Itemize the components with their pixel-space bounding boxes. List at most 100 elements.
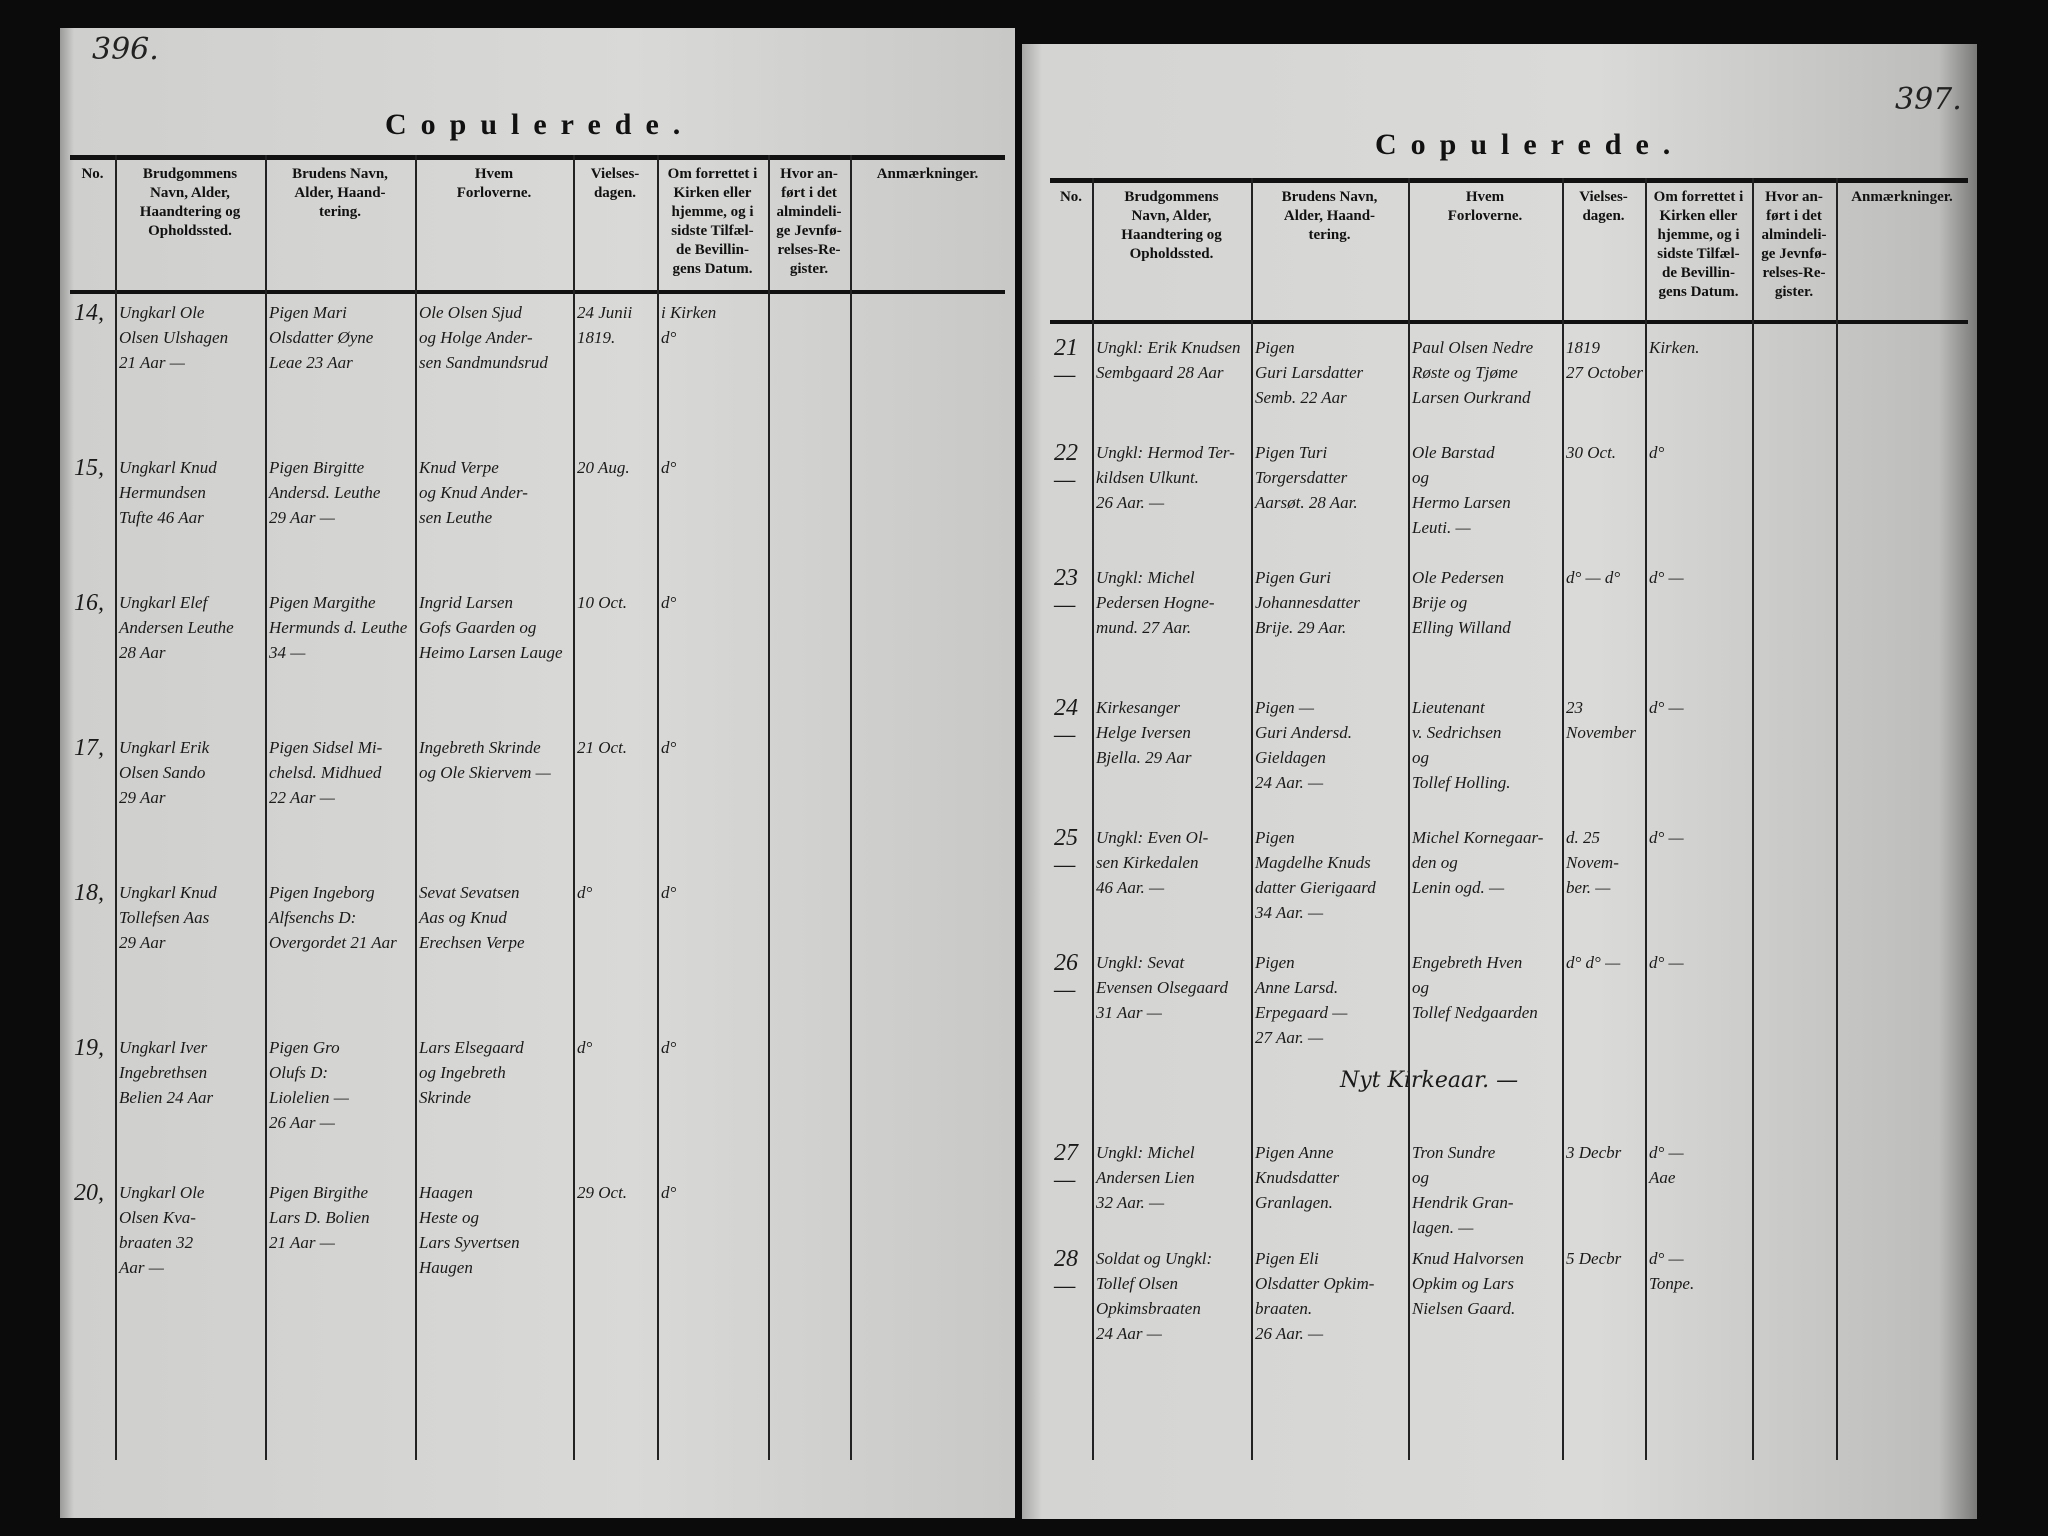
left_page-column-divider bbox=[115, 155, 117, 1460]
entry-groom: Ungkarl Knud Tollefsen Aas 29 Aar bbox=[119, 883, 217, 952]
left_page-column-divider bbox=[415, 155, 417, 1460]
right_page-column-divider bbox=[1408, 178, 1410, 1460]
entry-groom: Kirkesanger Helge Iversen Bjella. 29 Aar bbox=[1096, 698, 1192, 767]
left_page-column-header: Vielses- dagen. bbox=[590, 166, 640, 201]
entry-witnesses: Lieutenant v. Sedrichsen og Tollef Holli… bbox=[1412, 698, 1511, 792]
entry-no: 18, bbox=[74, 880, 104, 906]
entry-no: 15, bbox=[74, 455, 104, 481]
entry-place: d° — bbox=[1649, 953, 1684, 972]
entry-witnesses: Ingrid Larsen Gofs Gaarden og Heimo Lars… bbox=[419, 593, 563, 662]
entry-bride: Pigen Anne Larsd. Erpegaard — 27 Aar. — bbox=[1255, 953, 1348, 1047]
entry-date: 1819 27 October bbox=[1566, 338, 1643, 382]
entry-groom: Ungkarl Erik Olsen Sando 29 Aar bbox=[119, 738, 210, 807]
right_page-column-divider bbox=[1836, 178, 1838, 1460]
entry-place: d° bbox=[661, 458, 677, 477]
left-page-title: Copulerede. bbox=[385, 108, 695, 141]
entry-bride: Pigen Guri Johannesdatter Brije. 29 Aar. bbox=[1255, 568, 1360, 637]
entry-date: 21 Oct. bbox=[577, 738, 628, 757]
entry-bride: Pigen Anne Knudsdatter Granlagen. bbox=[1255, 1143, 1340, 1212]
entry-place: d° bbox=[661, 738, 677, 757]
entry-no: 27 — bbox=[1054, 1140, 1078, 1193]
entry-place: d° bbox=[1649, 443, 1665, 462]
entry-bride: Pigen Eli Olsdatter Opkim- braaten. 26 A… bbox=[1255, 1249, 1375, 1343]
entry-bride: Pigen Sidsel Mi- chelsd. Midhued 22 Aar … bbox=[269, 738, 383, 807]
entry-witnesses: Michel Kornegaar- den og Lenin ogd. — bbox=[1412, 828, 1544, 897]
entry-date: d. 25 Novem- ber. — bbox=[1566, 828, 1619, 897]
right_page-column-divider bbox=[1562, 178, 1564, 1460]
left-page bbox=[60, 28, 1015, 1518]
entry-no: 24 — bbox=[1054, 695, 1078, 748]
left_page-header-rule bbox=[70, 290, 1005, 294]
entry-no: 28 — bbox=[1054, 1246, 1078, 1299]
entry-place: d° — Tonpe. bbox=[1649, 1249, 1695, 1293]
left_page-column-divider bbox=[657, 155, 659, 1460]
entry-date: 10 Oct. bbox=[577, 593, 628, 612]
entry-witnesses: Engebreth Hven og Tollef Nedgaarden bbox=[1412, 953, 1538, 1022]
right_page-top-rule bbox=[1050, 178, 1968, 183]
right_page-column-divider bbox=[1251, 178, 1253, 1460]
entry-groom: Ungkarl Iver Ingebrethsen Belien 24 Aar bbox=[119, 1038, 214, 1107]
entry-no: 17, bbox=[74, 735, 104, 761]
entry-date: d° bbox=[577, 883, 593, 902]
entry-bride: Pigen Gro Olufs D: Liolelien — 26 Aar — bbox=[269, 1038, 349, 1132]
entry-place: d° — bbox=[1649, 568, 1684, 587]
entry-bride: Pigen Mari Olsdatter Øyne Leae 23 Aar bbox=[269, 303, 374, 372]
entry-bride: Pigen Magdelhe Knuds datter Gierigaard 3… bbox=[1255, 828, 1376, 922]
entry-no: 16, bbox=[74, 590, 104, 616]
entry-date: 5 Decbr bbox=[1566, 1249, 1622, 1268]
entry-place: d° bbox=[661, 1183, 677, 1202]
entry-groom: Ungkl: Sevat Evensen Olsegaard 31 Aar — bbox=[1096, 953, 1229, 1022]
entry-no: 19, bbox=[74, 1035, 104, 1061]
right_page-column-header: Brudgommens Navn, Alder, Haandtering og … bbox=[1121, 189, 1222, 262]
entry-bride: Pigen Turi Torgersdatter Aarsøt. 28 Aar. bbox=[1255, 443, 1358, 512]
left_page-column-header: Om forrettet i Kirken eller hjemme, og i… bbox=[667, 166, 758, 277]
entry-bride: Pigen Birgithe Lars D. Bolien 21 Aar — bbox=[269, 1183, 370, 1252]
entry-groom: Ungkarl Elef Andersen Leuthe 28 Aar bbox=[119, 593, 234, 662]
entry-place: d° bbox=[661, 1038, 677, 1057]
entry-witnesses: Ole Olsen Sjud og Holge Ander- sen Sandm… bbox=[419, 303, 548, 372]
entry-bride: Pigen — Guri Andersd. Gieldagen 24 Aar. … bbox=[1255, 698, 1352, 792]
right_page-header-rule bbox=[1050, 320, 1968, 324]
entry-date: 20 Aug. bbox=[577, 458, 630, 477]
entry-witnesses: Haagen Heste og Lars Syvertsen Haugen bbox=[419, 1183, 520, 1277]
entry-witnesses: Tron Sundre og Hendrik Gran- lagen. — bbox=[1412, 1143, 1514, 1237]
entry-witnesses: Knud Halvorsen Opkim og Lars Nielsen Gaa… bbox=[1412, 1249, 1524, 1318]
right_page-column-header: Hvor an- ført i det almindeli- ge Jevnfø… bbox=[1761, 189, 1827, 300]
right-page-title: Copulerede. bbox=[1375, 128, 1685, 161]
left_page-column-divider bbox=[265, 155, 267, 1460]
entry-date: 24 Junii 1819. bbox=[577, 303, 633, 347]
entry-witnesses: Ole Pedersen Brije og Elling Willand bbox=[1412, 568, 1511, 637]
entry-date: 29 Oct. bbox=[577, 1183, 628, 1202]
entry-witnesses: Knud Verpe og Knud Ander- sen Leuthe bbox=[419, 458, 528, 527]
entry-no: 21 — bbox=[1054, 335, 1078, 388]
right-page-number: 397. bbox=[1895, 82, 1962, 117]
right_page-column-header: Vielses- dagen. bbox=[1579, 189, 1628, 224]
right_page-column-header: Om forrettet i Kirken eller hjemme, og i… bbox=[1653, 189, 1744, 300]
entry-groom: Ungkarl Ole Olsen Kva- braaten 32 Aar — bbox=[119, 1183, 205, 1277]
entry-place: d° bbox=[661, 883, 677, 902]
entry-bride: Pigen Birgitte Andersd. Leuthe 29 Aar — bbox=[269, 458, 381, 527]
entry-place: i Kirken d° bbox=[661, 303, 717, 347]
entry-no: 26 — bbox=[1054, 950, 1078, 1003]
entry-witnesses: Lars Elsegaard og Ingebreth Skrinde bbox=[419, 1038, 524, 1107]
right_page-column-divider bbox=[1752, 178, 1754, 1460]
entry-groom: Ungkarl Knud Hermundsen Tufte 46 Aar bbox=[119, 458, 217, 527]
entry-date: 23 November bbox=[1566, 698, 1636, 742]
entry-place: d° — bbox=[1649, 698, 1684, 717]
left_page-column-header: No. bbox=[81, 166, 104, 182]
entry-no: 23 — bbox=[1054, 565, 1078, 618]
right_page-column-header: No. bbox=[1059, 189, 1083, 205]
entry-groom: Ungkarl Ole Olsen Ulshagen 21 Aar — bbox=[119, 303, 229, 372]
entry-bride: Pigen Ingeborg Alfsenchs D: Overgordet 2… bbox=[269, 883, 397, 952]
entry-place: d° — Aae bbox=[1649, 1143, 1684, 1187]
left_page-column-header: Brudens Navn, Alder, Haand- tering. bbox=[292, 166, 388, 220]
right_page-column-header: Anmærkninger. bbox=[1851, 189, 1953, 205]
left_page-column-header: Brudgommens Navn, Alder, Haandtering og … bbox=[139, 166, 241, 239]
entry-witnesses: Paul Olsen Nedre Røste og Tjøme Larsen O… bbox=[1412, 338, 1534, 407]
right_page-column-header: Brudens Navn, Alder, Haand- tering. bbox=[1281, 189, 1378, 243]
entry-place: d° bbox=[661, 593, 677, 612]
entry-place: d° — bbox=[1649, 828, 1684, 847]
entry-bride: Pigen Margithe Hermunds d. Leuthe 34 — bbox=[269, 593, 408, 662]
entry-witnesses: Ole Barstad og Hermo Larsen Leuti. — bbox=[1412, 443, 1511, 537]
entry-groom: Soldat og Ungkl: Tollef Olsen Opkimsbraa… bbox=[1096, 1249, 1213, 1343]
